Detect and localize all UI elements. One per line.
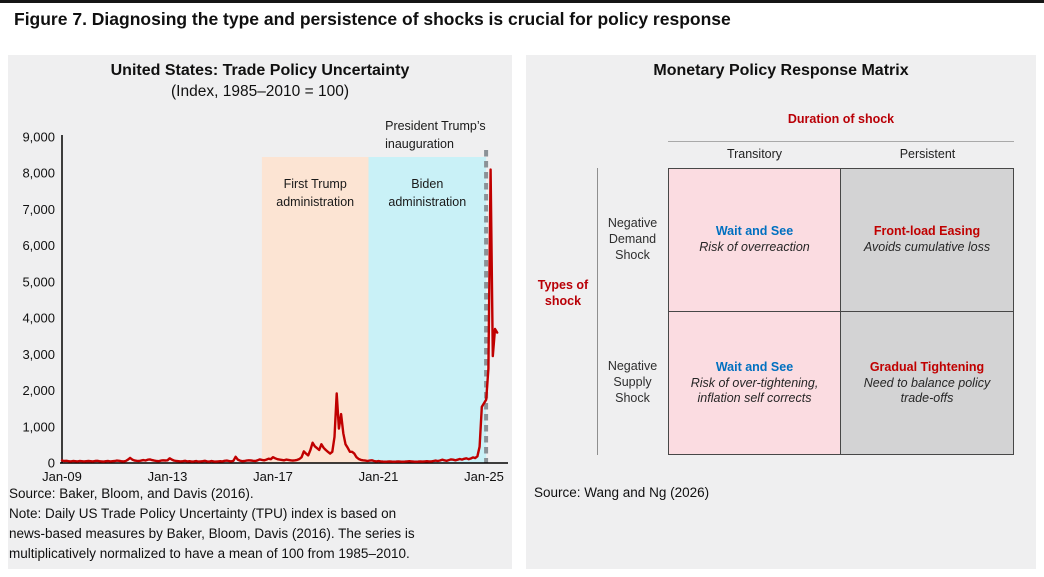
col-header-transitory: Transitory — [726, 147, 783, 161]
figure-title: Figure 7. Diagnosing the type and persis… — [14, 9, 731, 29]
types-of-shock-label: Types of shock — [537, 278, 589, 308]
region-first-trump — [261, 157, 369, 463]
chart-notes: Source: Baker, Bloom, and Davis (2016). … — [9, 484, 511, 564]
y-tick-label: 8,000 — [22, 166, 55, 181]
y-tick-label: 1,000 — [22, 419, 55, 434]
row-label-negative-supply-shock: Negative Supply Shock — [607, 359, 658, 405]
chart-title: United States: Trade Policy Uncertainty — [110, 62, 410, 79]
duration-of-shock-label: Duration of shock — [787, 112, 895, 126]
chart-note-line-2: news-based measures by Baker, Bloom, Dav… — [9, 526, 415, 541]
region-biden — [368, 157, 487, 463]
top-rule — [0, 0, 1044, 3]
response-matrix-table: Wait and See Risk of overreaction Front-… — [668, 168, 1014, 455]
tpu-chart-svg: First Trump administration Biden administra… — [22, 119, 508, 484]
column-headers: Transitory Persistent — [668, 147, 1014, 161]
region-label-biden: Biden administration — [388, 177, 466, 209]
x-tick-label: Jan-17 — [253, 469, 293, 484]
y-tick-label: 5,000 — [22, 274, 55, 289]
x-tick-label: Jan-25 — [464, 469, 504, 484]
chart-note-line-3: multiplicatively normalized to have a me… — [9, 546, 410, 561]
inauguration-label: President Trump’s inauguration — [385, 119, 486, 151]
row-label-rule — [597, 168, 598, 455]
policy-matrix-panel: Monetary Policy Response Matrix Duration… — [526, 55, 1036, 569]
matrix-title: Monetary Policy Response Matrix — [653, 62, 909, 79]
y-tick-label: 6,000 — [22, 238, 55, 253]
cell-transitory-demand: Wait and See Risk of overreaction — [669, 169, 841, 312]
cell-persistent-demand: Front-load Easing Avoids cumulative loss — [841, 169, 1013, 312]
y-tick-label: 3,000 — [22, 347, 55, 362]
matrix-source: Source: Wang and Ng (2026) — [534, 485, 710, 500]
cell-transitory-supply: Wait and See Risk of over-tightening, in… — [669, 311, 841, 454]
x-tick-label: Jan-13 — [148, 469, 188, 484]
chart-subtitle: (Index, 1985–2010 = 100) — [171, 83, 349, 100]
y-tick-label: 2,000 — [22, 383, 55, 398]
y-tick-label: 4,000 — [22, 311, 55, 326]
tpu-series-line — [60, 168, 499, 463]
region-label-first-trump: First Trump administration — [276, 177, 354, 209]
tpu-chart-panel: United States: Trade Policy Uncertainty … — [8, 55, 512, 569]
y-tick-label: 7,000 — [22, 202, 55, 217]
row-label-negative-demand-shock: Negative Demand Shock — [607, 216, 658, 262]
y-tick-label: 9,000 — [22, 130, 55, 145]
x-tick-label: Jan-21 — [359, 469, 399, 484]
x-tick-label: Jan-09 — [42, 469, 82, 484]
chart-note-line-1: Note: Daily US Trade Policy Uncertainty … — [9, 506, 397, 521]
cell-persistent-supply: Gradual Tightening Need to balance polic… — [841, 311, 1013, 454]
y-tick-label: 0 — [48, 456, 55, 471]
column-header-rule — [668, 141, 1014, 142]
chart-source: Source: Baker, Bloom, and Davis (2016). — [9, 486, 254, 501]
col-header-persistent: Persistent — [899, 147, 956, 161]
